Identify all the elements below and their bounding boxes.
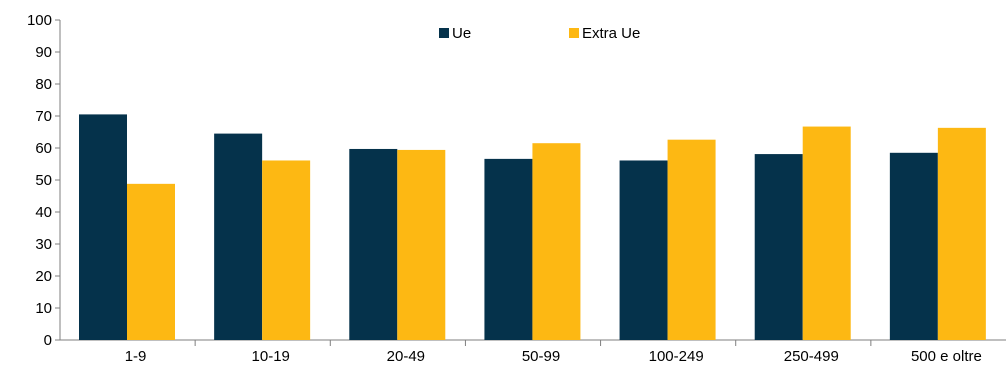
legend-swatch-extra-ue: [569, 28, 579, 38]
bar-extra-ue-50-99: [532, 143, 581, 340]
y-tick-label: 50: [35, 172, 52, 189]
bar-extra-ue-500 e oltre: [937, 127, 986, 340]
y-tick-label: 70: [35, 108, 52, 125]
x-tick-label: 50-99: [522, 348, 560, 365]
bar-ue-50-99: [484, 158, 533, 340]
y-tick-label: 10: [35, 300, 52, 317]
legend-label: Ue: [452, 25, 471, 42]
y-axis: 0 10 20 30 40 50 60 70 80 90 100: [27, 12, 61, 349]
bar-extra-ue-10-19: [262, 160, 311, 340]
y-tick-label: 80: [35, 76, 52, 93]
y-tick-label: 40: [35, 204, 52, 221]
x-tick-label: 500 e oltre: [911, 348, 982, 365]
bar-extra-ue-100-249: [667, 139, 716, 340]
bar-ue-10-19: [214, 133, 263, 340]
bar-ue-100-249: [619, 160, 668, 340]
y-tick-label: 100: [27, 12, 52, 29]
y-tick-label: 20: [35, 268, 52, 285]
bars: [79, 114, 986, 341]
legend: Ue Extra Ue: [439, 25, 640, 42]
bar-extra-ue-250-499: [802, 126, 851, 340]
legend-label: Extra Ue: [582, 25, 640, 42]
y-tick-label: 90: [35, 44, 52, 61]
x-tick-label: 10-19: [252, 348, 290, 365]
bar-extra-ue-1-9: [127, 183, 175, 340]
x-tick-label: 20-49: [387, 348, 425, 365]
bar-ue-1-9: [79, 114, 127, 341]
bar-extra-ue-20-49: [397, 149, 446, 340]
bar-ue-500 e oltre: [889, 152, 938, 340]
x-axis: 1-9 10-19 20-49 50-99 100-249 250-499 500 e ol…: [60, 339, 1006, 365]
x-tick-label: 250-499: [784, 348, 839, 365]
bar-ue-20-49: [349, 148, 398, 340]
y-tick-label: 60: [35, 140, 52, 157]
legend-swatch-ue: [439, 28, 449, 38]
x-tick-label: 100-249: [649, 348, 704, 365]
x-tick-label: 1-9: [125, 348, 147, 365]
y-tick-label: 30: [35, 236, 52, 253]
y-tick-label: 0: [44, 332, 52, 349]
bar-ue-250-499: [754, 154, 803, 340]
